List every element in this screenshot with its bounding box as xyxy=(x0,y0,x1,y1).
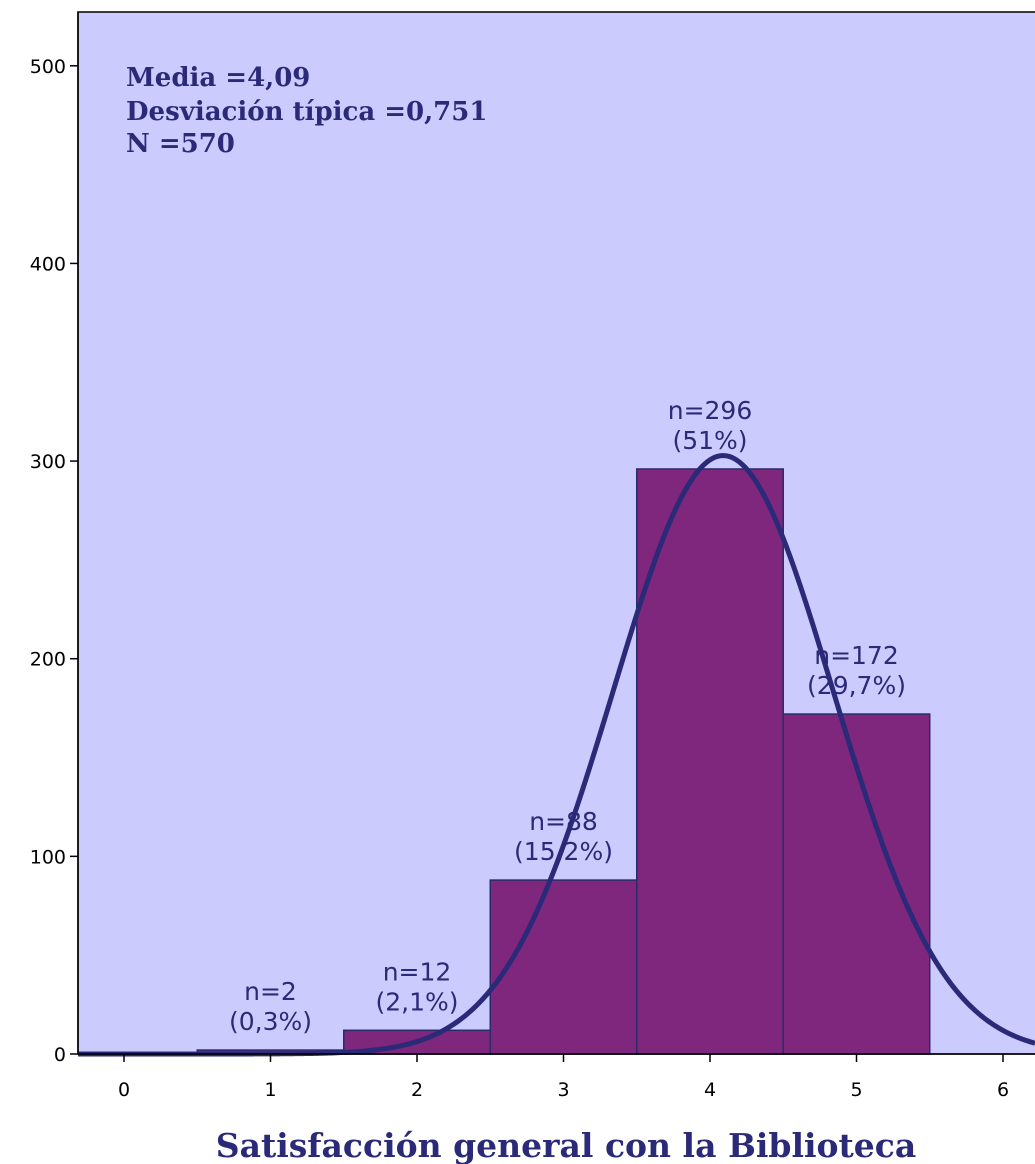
bar-3 xyxy=(489,879,638,1055)
bar-label-percent: (51%) xyxy=(672,426,747,455)
bar-label-percent: (29,7%) xyxy=(807,671,906,700)
bar-label-percent: (2,1%) xyxy=(375,987,458,1016)
bars xyxy=(196,468,931,1055)
y-tick-label: 200 xyxy=(30,649,66,671)
stats-line-sd: Desviación típica =0,751 xyxy=(126,97,487,127)
y-tick-label: 500 xyxy=(30,56,66,78)
y-tick-label: 0 xyxy=(54,1044,66,1066)
stats-line-mean: Media =4,09 xyxy=(126,63,310,93)
x-tick-label: 1 xyxy=(264,1079,276,1101)
y-tick-label: 400 xyxy=(30,253,66,275)
x-tick-label: 3 xyxy=(557,1079,569,1101)
x-tick-label: 0 xyxy=(118,1079,130,1101)
bar-labels: n=2(0,3%) n=12(2,1%) n=88(15,2%) n=296(51%)… xyxy=(229,396,906,1036)
x-axis-label: Satisfacción general con la Biblioteca xyxy=(216,1126,917,1164)
stats-line-n: N =570 xyxy=(126,129,235,159)
x-tick-label: 2 xyxy=(411,1079,423,1101)
bar-4 xyxy=(636,468,784,1055)
x-tick-label: 5 xyxy=(850,1079,862,1101)
x-tick-label: 4 xyxy=(704,1079,716,1101)
bar-label-count: n=12 xyxy=(383,957,452,986)
ticks: 0 1 2 3 4 5 6 0 100 200 300 400 500 xyxy=(30,56,1009,1101)
y-tick-label: 100 xyxy=(30,846,66,868)
bar-label-percent: (0,3%) xyxy=(229,1007,312,1036)
bar-label-count: n=172 xyxy=(814,641,899,670)
bar-label-count: n=296 xyxy=(668,396,753,425)
bar-label-percent: (15,2%) xyxy=(514,837,613,866)
bar-label-count: n=2 xyxy=(244,977,297,1006)
x-tick-label: 6 xyxy=(997,1079,1009,1101)
bar-label-count: n=88 xyxy=(529,807,598,836)
y-tick-label: 300 xyxy=(30,451,66,473)
axes xyxy=(77,12,1035,1055)
